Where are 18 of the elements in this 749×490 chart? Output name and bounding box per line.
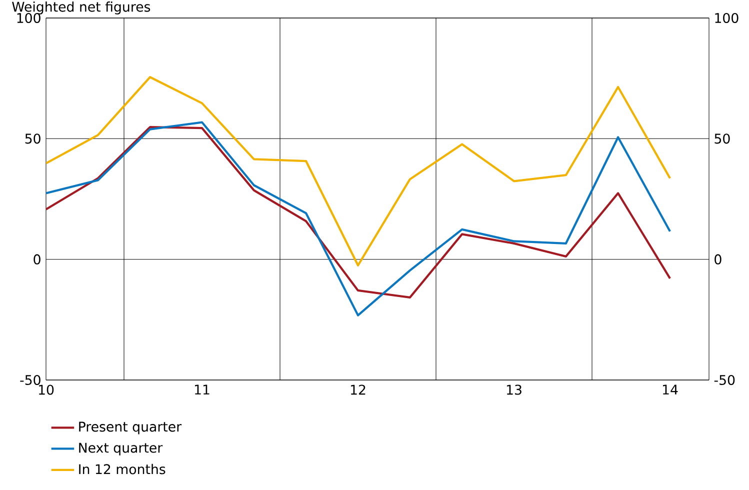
y2-tick-label: 50 [714, 134, 730, 144]
legend-label: Present quarter [79, 422, 182, 434]
y2-tick-label: 100 [715, 12, 738, 24]
chart-title: Weighted net figures [12, 1, 150, 14]
x-tick-label: 14 [662, 384, 678, 394]
y-tick-label: 100 [17, 12, 40, 24]
x-tick-label: 11 [194, 384, 210, 394]
y2-tick-label: -50 [714, 374, 735, 386]
legend-label: In 12 months [79, 464, 166, 474]
y-tick-label: 0 [34, 254, 40, 264]
legend-label: Next quarter [79, 442, 163, 456]
y-tick-label: -50 [20, 374, 40, 386]
x-tick-label: 12 [350, 384, 366, 395]
x-tick-label: 13 [506, 384, 522, 395]
y-tick-label: 50 [25, 134, 40, 144]
y2-tick-label: 0 [714, 254, 722, 264]
line-series [46, 76, 672, 266]
x-tick-label: 10 [38, 384, 54, 395]
